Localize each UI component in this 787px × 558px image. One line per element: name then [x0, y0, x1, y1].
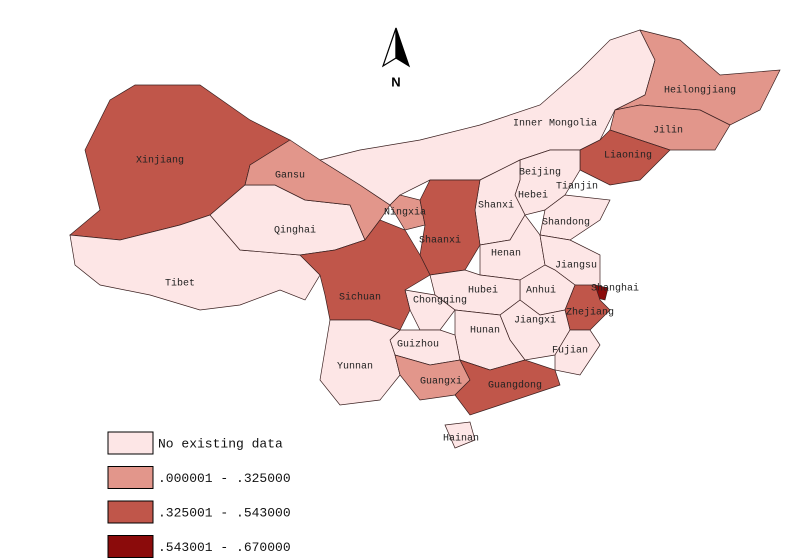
- region-shape: [69, 214, 321, 311]
- north-arrow: N: [381, 27, 411, 89]
- region-label: Qinghai: [274, 225, 316, 237]
- region-label: Tianjin: [556, 181, 598, 193]
- regions: [69, 29, 781, 449]
- region-label: Sichuan: [339, 292, 381, 304]
- legend-swatch: [107, 535, 154, 558]
- region-label: Heilongjiang: [664, 85, 736, 97]
- region-label: Beijing: [519, 167, 561, 179]
- region-shape: [419, 179, 481, 276]
- region-labels: Xinjiang Tibet Qinghai Gansu Inner Mongolia H…: [136, 85, 736, 445]
- region-shape: [244, 139, 391, 241]
- region-label: Zhejiang: [566, 307, 614, 319]
- region-label: Yunnan: [337, 362, 373, 373]
- region-label: Shaanxi: [419, 235, 461, 247]
- legend-label: .543001 - .670000: [158, 540, 291, 555]
- legend-swatch: [107, 466, 154, 489]
- legend-label: .000001 - .325000: [158, 471, 291, 486]
- region-label: Hainan: [443, 433, 479, 445]
- legend: No existing data .000001 - .325000 .325001…: [107, 431, 291, 558]
- region-label: Fujian: [552, 345, 588, 357]
- north-label: N: [391, 74, 400, 89]
- region-label: Henan: [491, 249, 521, 260]
- region-label: Anhui: [526, 285, 556, 297]
- region-label: Guangxi: [420, 376, 462, 388]
- region-label: Jiangsu: [555, 260, 597, 272]
- region-label: Shanxi: [478, 200, 514, 212]
- region-label: Liaoning: [604, 150, 652, 162]
- legend-label: No existing data: [158, 436, 283, 451]
- region-label: Gansu: [275, 171, 305, 182]
- region-label: Chongqing: [413, 295, 467, 307]
- region-shape: [454, 359, 561, 416]
- region-label: Hebei: [518, 190, 548, 202]
- region-label: Jilin: [653, 125, 683, 137]
- region-label: Tibet: [165, 278, 195, 290]
- legend-swatch: [107, 431, 154, 455]
- region-label: Ningxia: [384, 207, 426, 219]
- region-label: Guizhou: [397, 339, 439, 351]
- region-label: Xinjiang: [136, 155, 184, 167]
- region-label: Shanghai: [591, 283, 639, 295]
- legend-swatch: [107, 500, 154, 524]
- region-label: Shandong: [542, 217, 590, 229]
- region-label: Hubei: [468, 285, 498, 297]
- region-label: Hunan: [470, 326, 500, 337]
- region-shape: [444, 421, 476, 449]
- legend-label: .325001 - .543000: [158, 505, 291, 520]
- region-label: Guangdong: [488, 380, 542, 392]
- region-label: Jiangxi: [514, 315, 556, 327]
- region-label: Inner Mongolia: [513, 118, 597, 130]
